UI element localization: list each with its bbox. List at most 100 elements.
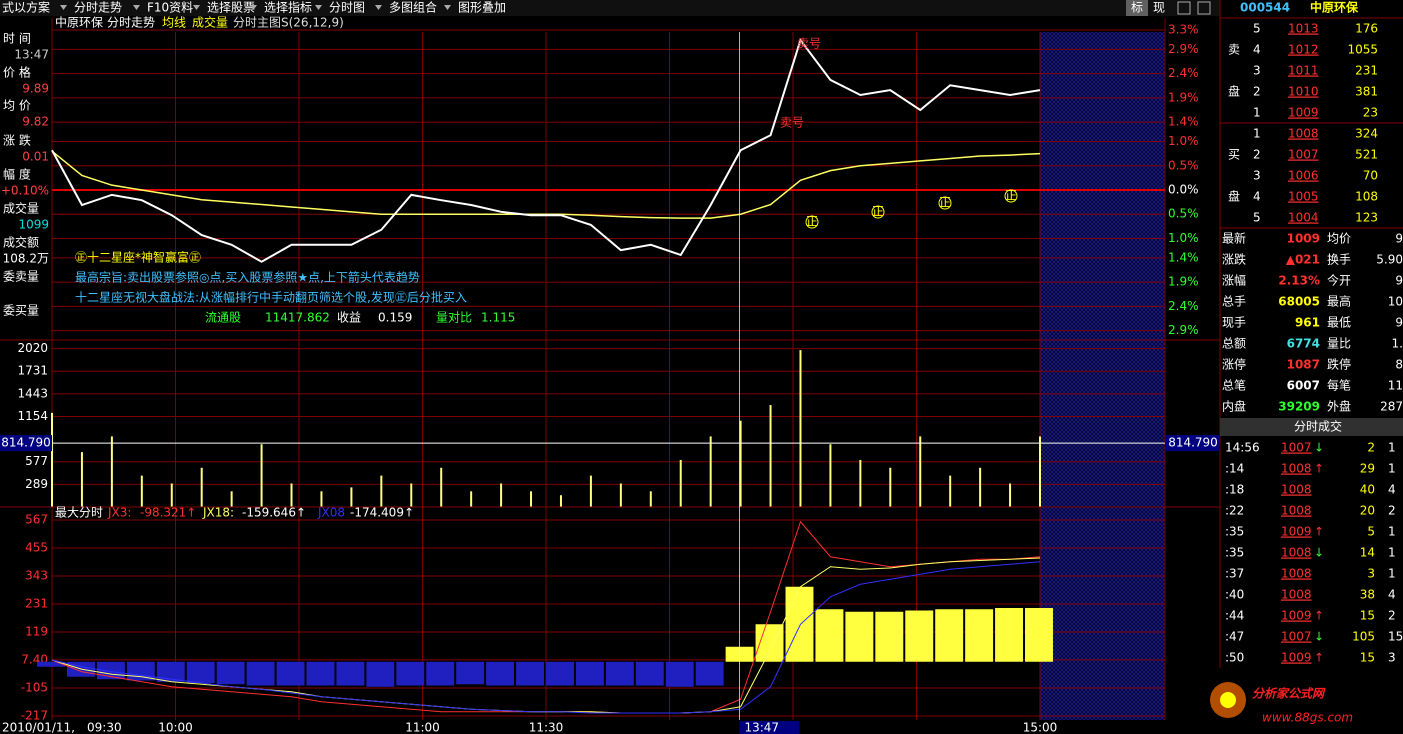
info-label: 成交额: [3, 235, 39, 250]
toolbar-button[interactable]: 图形叠加: [458, 1, 506, 15]
future-area: [1040, 32, 1165, 720]
indicator-bar: [965, 609, 994, 662]
trade-count: 1: [1388, 441, 1396, 455]
indicator-bar: [875, 611, 904, 662]
volume-bar: [559, 495, 562, 507]
toolbar-button[interactable]: 分时图: [329, 1, 365, 15]
volume-bar: [200, 467, 203, 507]
legend-name: JX3:: [107, 506, 131, 520]
time-label: 11:30: [529, 721, 564, 734]
trade-time: :18: [1225, 483, 1244, 497]
toolbar: [0, 0, 1220, 16]
watermark-name: 分析家公式网: [1252, 687, 1326, 701]
cursor-time: 13:47: [744, 721, 779, 734]
volume-bar: [949, 475, 952, 507]
toolbar-button[interactable]: 选择股票: [207, 1, 255, 15]
book-label: 盘: [1228, 84, 1240, 99]
book-volume: 521: [1355, 148, 1378, 162]
book-volume: 324: [1355, 127, 1378, 141]
indicator-bar: [785, 586, 814, 662]
info-label: 幅 度: [3, 167, 31, 182]
time-label: 15:00: [1023, 721, 1058, 734]
volume-bar: [679, 459, 682, 507]
cursor-box: [1166, 435, 1220, 452]
stat-value: 1009: [1287, 232, 1320, 246]
indicator-line: [51, 561, 1041, 714]
trades-title: 分时成交: [1294, 419, 1342, 434]
trade-price: 1009: [1281, 525, 1312, 539]
trade-price: 1008: [1281, 483, 1312, 497]
volume-bar: [320, 491, 323, 507]
trade-count: 4: [1388, 483, 1396, 497]
toolbar-button[interactable]: 多图组合: [389, 0, 437, 15]
toolbar-button[interactable]: 分时走势: [74, 1, 122, 15]
window-button[interactable]: [1197, 1, 1211, 15]
stat-value: 961: [1295, 316, 1320, 330]
signal-icon-text: 正: [1005, 189, 1017, 203]
stat-value: 1087: [1287, 358, 1320, 372]
info-value: 0.01: [22, 150, 49, 164]
stat-value: 1.: [1392, 337, 1403, 351]
volume-bar: [380, 475, 383, 507]
y-tick-label: 2.9%: [1168, 323, 1199, 337]
dropdown-arrow: [444, 5, 451, 10]
tab-active: [1126, 0, 1148, 16]
indicator-bar: [575, 661, 604, 686]
trade-time: :47: [1225, 630, 1244, 644]
trade-count: 1: [1388, 525, 1396, 539]
trade-volume: 15: [1360, 609, 1375, 623]
indicator-bar: [336, 661, 365, 686]
toolbar-button[interactable]: 选择指标: [264, 0, 312, 15]
y-tick-label: 343: [25, 569, 48, 583]
note: 十二星座无视大盘战法:从涨幅排行中手动翻页筛选个股,发现㊣后分批买入: [75, 290, 467, 305]
indicator-bar: [126, 661, 155, 681]
trade-count: 4: [1388, 588, 1396, 602]
trade-price: 1008: [1281, 504, 1312, 518]
volume-bar: [440, 467, 443, 507]
window-button[interactable]: [1177, 1, 1191, 15]
dropdown-arrow: [133, 5, 140, 10]
stat-value: ▲021: [1286, 253, 1320, 267]
volume-bar: [739, 420, 742, 507]
book-price: 1007: [1288, 148, 1319, 162]
stat-label: 内盘: [1222, 399, 1246, 414]
volume-bar: [410, 483, 413, 507]
indicator-bar: [486, 661, 515, 686]
indicator-bar: [546, 661, 574, 686]
stat-label: 总手: [1222, 295, 1246, 309]
y-tick-label: 2.4%: [1168, 66, 1199, 80]
info-value: 9.89: [22, 82, 49, 96]
book-price: 1009: [1288, 106, 1319, 120]
y-tick-label: 1731: [17, 364, 48, 378]
stock-code: 000544: [1240, 1, 1290, 15]
stat-label: 最低: [1327, 316, 1351, 330]
volume-bar: [350, 487, 353, 507]
toolbar-button[interactable]: F10资料: [147, 1, 193, 15]
y-tick-label: 119: [25, 625, 48, 639]
stock-name: 中原环保: [1310, 0, 1359, 15]
book-volume: 123: [1355, 211, 1378, 225]
info-value: 1099: [18, 218, 49, 232]
volume-bar: [769, 405, 772, 507]
volume-bar: [1009, 483, 1012, 507]
info-value: 9.82: [22, 115, 49, 129]
y-tick-label: 0.5%: [1168, 158, 1199, 172]
toolbar-button[interactable]: 式以方案: [2, 0, 50, 15]
dropdown-arrow: [193, 5, 200, 10]
y-tick-label: 1443: [17, 386, 48, 400]
indicator-bar: [845, 611, 874, 662]
trade-arrow: ↑: [1314, 462, 1324, 476]
y-tick-label: 1.9%: [1168, 275, 1199, 289]
trade-count: 2: [1388, 504, 1396, 518]
dropdown-arrow: [60, 5, 67, 10]
info-label: 时 间: [3, 32, 31, 46]
y-tick-label: 2.9%: [1168, 42, 1199, 56]
trade-time: 14:56: [1225, 441, 1260, 455]
stat-value: 2.13%: [1278, 274, 1320, 288]
trade-arrow: ↓: [1314, 441, 1324, 455]
stat-label: 量比: [1327, 337, 1351, 351]
book-volume: 1055: [1347, 43, 1378, 57]
queue-label: 委卖量: [3, 270, 39, 284]
volume-bar: [230, 491, 233, 507]
stat-value: 9: [1395, 316, 1403, 330]
